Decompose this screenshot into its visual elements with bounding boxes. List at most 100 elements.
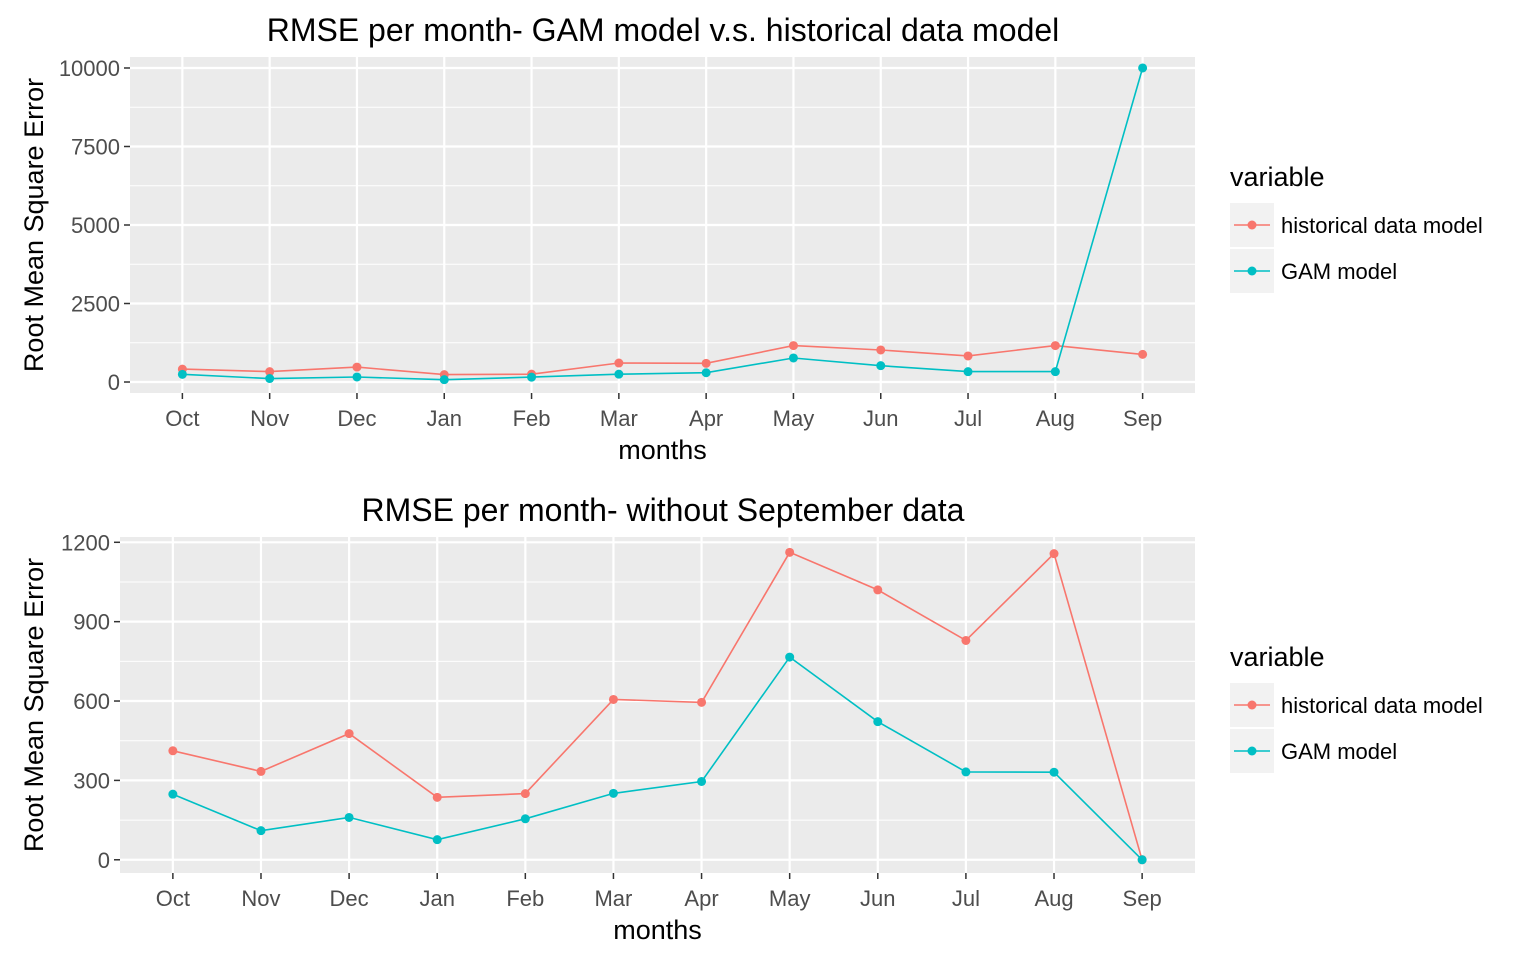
data-point-gam-may [785,652,795,662]
data-point-historical-aug [1049,549,1059,559]
data-point-historical-aug [1050,341,1060,351]
x-tick-label: Nov [250,406,289,431]
y-axis-label: Root Mean Square Error [19,78,49,372]
legend: variable historical data model GAM model [1230,642,1483,773]
data-point-gam-aug [1050,367,1060,377]
x-tick-label: Oct [156,886,190,911]
data-point-historical-mar [608,694,618,704]
x-tick-label: Mar [600,406,638,431]
x-tick-label: Apr [689,406,723,431]
x-tick-label: Dec [337,406,376,431]
data-point-gam-mar [608,788,618,798]
x-tick-label: Feb [513,406,551,431]
legend-title: variable [1230,642,1325,672]
y-tick-label: 0 [108,370,120,395]
x-tick-label: Nov [241,886,280,911]
y-tick-label: 1200 [61,530,110,555]
data-point-historical-nov [256,766,266,776]
y-axis-label: Root Mean Square Error [19,558,49,852]
data-point-historical-may [785,547,795,557]
legend-title: variable [1230,162,1325,192]
legend-key-point [1247,220,1257,230]
data-point-gam-jul [961,767,971,777]
data-point-gam-feb [520,814,530,824]
series-line-gam-model [182,67,1144,381]
data-point-historical-sep [1138,349,1148,359]
y-tick-label: 0 [98,848,110,873]
legend-key-point [1247,700,1257,710]
x-axis-label: months [618,435,707,465]
y-tick-label: 7500 [71,134,120,159]
y-tick-label: 10000 [59,56,120,81]
data-point-gam-may [788,353,798,363]
series-line-historical-data-model [182,344,1143,376]
x-tick-label: Sep [1123,886,1162,911]
data-point-historical-jul [961,635,971,645]
data-point-gam-jan [439,375,449,385]
x-tick-label: Apr [684,886,718,911]
data-point-gam-mar [614,369,624,379]
legend-key-point [1247,266,1257,276]
data-point-gam-sep [1137,855,1147,865]
x-tick-label: May [773,406,815,431]
x-axis-label: months [613,915,702,945]
legend-key-point [1247,746,1257,756]
data-point-gam-nov [256,826,266,836]
data-point-historical-apr [701,358,711,368]
data-point-historical-feb [520,789,530,799]
chart-panel-2: 0 300 600 900 1200 Oct Nov Dec Jan Feb Mar Apr May Ju… [19,492,1483,945]
y-tick-label: 5000 [71,213,120,238]
data-point-gam-apr [697,776,707,786]
x-tick-label: Aug [1034,886,1073,911]
data-point-historical-jun [873,585,883,595]
chart-panel-1: 0 2500 5000 7500 10000 Oct Nov Dec Jan Feb Mar Apr M… [19,12,1483,465]
x-tick-label: Jul [954,406,982,431]
x-tick-label: Jul [952,886,980,911]
data-point-historical-dec [352,362,362,372]
data-point-gam-jul [963,367,973,377]
data-point-gam-oct [168,789,178,799]
data-point-gam-apr [701,368,711,378]
data-point-historical-dec [344,729,354,739]
data-point-gam-nov [265,374,275,384]
data-point-gam-jun [873,717,883,727]
data-point-historical-nov [265,367,275,377]
x-tick-label: Dec [330,886,369,911]
x-tick-label: May [769,886,811,911]
x-tick-label: Jun [860,886,895,911]
legend: variable historical data model GAM model [1230,162,1483,293]
data-point-gam-sep [1138,63,1148,73]
data-point-historical-may [788,341,798,351]
x-tick-label: Oct [165,406,199,431]
data-point-gam-dec [352,372,362,382]
x-tick-label: Jan [419,886,454,911]
x-tick-label: Jan [427,406,462,431]
y-tick-label: 2500 [71,292,120,317]
data-point-gam-aug [1049,767,1059,777]
data-point-historical-jun [876,345,886,355]
x-tick-label: Feb [506,886,544,911]
x-tick-label: Jun [863,406,898,431]
data-point-historical-oct [168,746,178,756]
y-tick-label: 300 [73,768,110,793]
y-tick-label: 600 [73,689,110,714]
plot-panel-background [120,537,1195,873]
series-line-historical-data-model [172,551,1143,861]
data-point-gam-dec [344,812,354,822]
data-point-historical-jan [432,792,442,802]
legend-entry-label: historical data model [1281,693,1483,718]
data-point-historical-apr [697,697,707,707]
chart-title: RMSE per month- GAM model v.s. historica… [267,12,1060,48]
y-tick-label: 900 [73,610,110,635]
x-tick-label: Aug [1036,406,1075,431]
legend-entry-label: historical data model [1281,213,1483,238]
data-point-historical-jul [963,351,973,361]
series-line-gam-model [172,655,1143,861]
data-point-gam-jun [876,361,886,371]
x-tick-label: Sep [1123,406,1162,431]
data-point-gam-jan [432,835,442,845]
chart-title: RMSE per month- without September data [362,492,965,528]
legend-entry-label: GAM model [1281,739,1397,764]
data-point-gam-feb [527,372,537,382]
